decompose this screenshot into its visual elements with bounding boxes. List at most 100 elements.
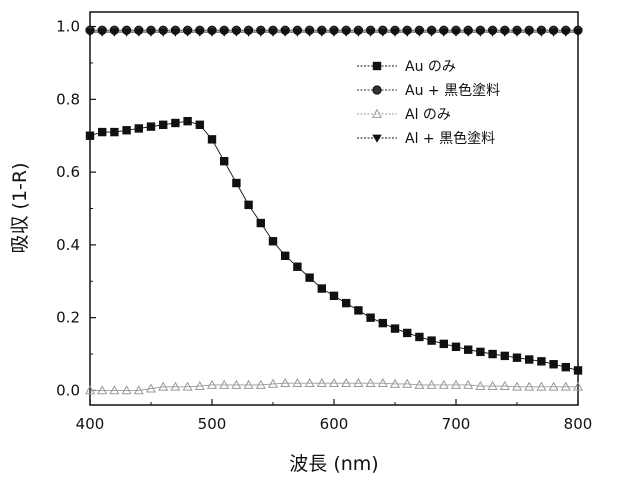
data-point: [463, 379, 474, 389]
data-point: [134, 28, 144, 37]
data-point: [548, 28, 559, 37]
data-point: [390, 28, 400, 37]
data-point: [549, 360, 558, 369]
legend-label: Au + 黒色塗料: [405, 82, 500, 99]
series-1: [85, 116, 583, 375]
x-axis-label: 波長 (nm): [289, 453, 378, 475]
data-point: [390, 324, 400, 333]
data-point: [415, 332, 424, 342]
data-point: [159, 120, 168, 130]
data-point: [511, 381, 523, 391]
legend-marker: [372, 61, 382, 71]
data-point: [194, 380, 205, 390]
data-point: [219, 379, 230, 389]
data-point: [365, 377, 376, 388]
y-tick-label: 1.0: [56, 18, 80, 36]
legend-label: Au のみ: [405, 59, 456, 75]
series-3: [84, 377, 584, 395]
data-point: [365, 28, 376, 37]
data-point: [524, 28, 534, 37]
data-point: [195, 28, 205, 37]
series-line: [89, 120, 579, 371]
axis-ticks: 400 500 600 700 800 0.0 0.2 0.4 0.6 0.8 1.0: [56, 18, 592, 433]
data-point: [182, 28, 193, 37]
data-point: [170, 381, 181, 391]
legend-marker: [372, 134, 382, 143]
data-point: [537, 357, 546, 366]
data-point: [500, 28, 510, 37]
data-point: [573, 28, 583, 37]
data-point: [402, 378, 413, 388]
data-point: [426, 28, 437, 37]
data-point: [500, 351, 509, 361]
data-point: [256, 218, 265, 228]
data-point: [353, 28, 364, 37]
data-point: [476, 347, 485, 357]
data-point: [427, 336, 436, 345]
data-point: [170, 28, 181, 37]
data-point: [97, 28, 107, 37]
data-point: [561, 362, 570, 372]
data-point: [195, 120, 204, 130]
legend-marker: [371, 108, 383, 118]
data-point: [206, 379, 218, 389]
data-point: [183, 116, 192, 126]
data-point: [255, 379, 266, 389]
data-point: [572, 381, 584, 391]
legend-label: Al + 黒色塗料: [405, 130, 495, 147]
data-point: [305, 273, 314, 282]
data-point: [243, 28, 254, 37]
data-point: [475, 380, 486, 390]
data-point: [292, 28, 303, 37]
data-point: [293, 262, 302, 271]
y-tick-label: 0.8: [56, 90, 80, 108]
data-point: [317, 284, 326, 293]
data-point: [97, 385, 108, 395]
data-point: [207, 135, 217, 144]
data-point: [573, 366, 583, 375]
data-point: [328, 377, 340, 388]
data-point: [561, 28, 571, 37]
data-point: [464, 345, 473, 354]
series-line: [90, 382, 578, 391]
series-4: [85, 28, 583, 37]
data-point: [451, 342, 461, 351]
data-point: [146, 122, 156, 131]
data-point: [231, 379, 242, 389]
data-point: [329, 291, 339, 301]
data-point: [158, 381, 169, 391]
data-point: [341, 377, 352, 388]
data-point: [121, 28, 132, 37]
data-point: [341, 28, 351, 37]
data-point: [146, 28, 156, 37]
data-point: [133, 385, 144, 395]
data-point: [232, 178, 241, 188]
data-point: [243, 379, 254, 389]
data-point: [377, 377, 388, 388]
data-point: [292, 377, 303, 388]
data-point: [134, 124, 143, 133]
data-point: [85, 28, 95, 37]
data-point: [439, 339, 448, 349]
data-point: [207, 28, 217, 37]
data-point: [354, 306, 363, 315]
data-point: [403, 328, 412, 338]
data-point: [158, 28, 168, 37]
data-point: [171, 118, 180, 128]
x-tick-label: 800: [564, 415, 593, 433]
data-point: [268, 28, 278, 37]
data-point: [316, 377, 327, 388]
data-point: [109, 28, 120, 37]
y-tick-label: 0.0: [56, 381, 80, 399]
data-point: [84, 385, 96, 395]
data-point: [536, 28, 547, 37]
data-point: [353, 377, 364, 388]
data-point: [280, 377, 291, 388]
data-point: [220, 156, 229, 166]
data-point: [268, 237, 278, 246]
legend: Au のみ Au + 黒色塗料 Al のみ Al + 黒色塗料: [357, 59, 500, 147]
data-point: [560, 381, 571, 391]
data-point: [439, 28, 449, 37]
data-point: [451, 28, 461, 37]
